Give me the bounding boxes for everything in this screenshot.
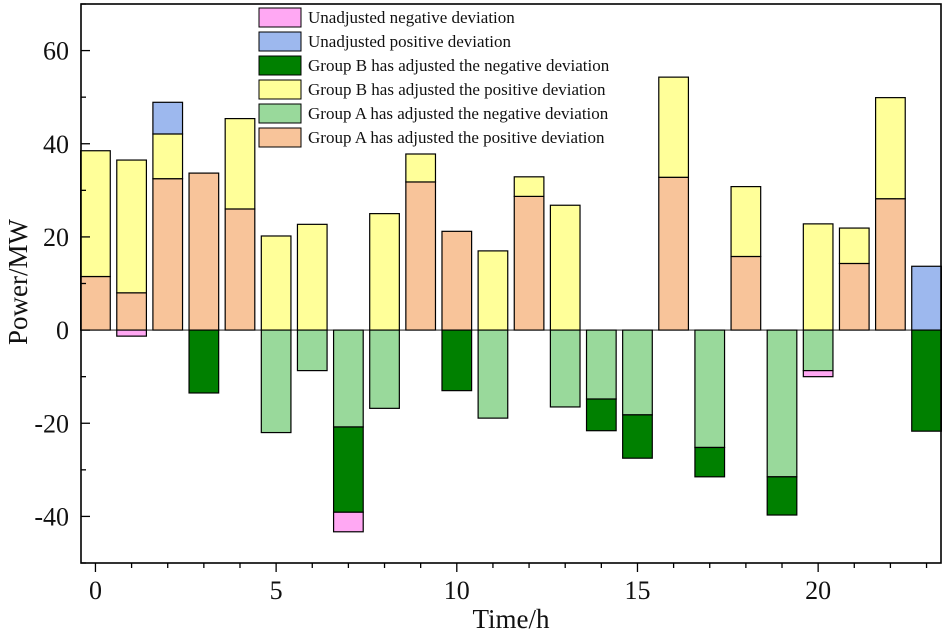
bar-b_pos-t11	[478, 251, 508, 330]
bar-a_pos-t16	[659, 177, 689, 330]
bar-b_pos-t6	[297, 224, 327, 330]
bar-b_pos-t22	[876, 98, 906, 199]
bar-a_neg-t14	[587, 330, 617, 399]
bar-a_pos-t10	[442, 231, 472, 330]
bar-a_pos-t22	[876, 199, 906, 330]
bar-b_neg-t17	[695, 447, 725, 476]
legend-label-u_neg: Unadjusted negative deviation	[308, 8, 515, 27]
y-tick-label: 20	[43, 223, 69, 252]
bar-b_pos-t12	[514, 177, 544, 197]
bar-a_pos-t0	[81, 277, 111, 331]
bar-a_neg-t11	[478, 330, 508, 418]
bar-a_neg-t19	[767, 330, 797, 477]
chart: 0 5 10 15 20 -40 -20 0 20 40 60 Time/h Power/MW U…	[0, 0, 945, 636]
bar-a_pos-t9	[406, 182, 436, 330]
y-axis-label: Power/MW	[3, 218, 33, 344]
y-tick-label: -40	[34, 502, 69, 531]
legend-swatch-u_neg	[259, 8, 301, 27]
legend-swatch-b_neg	[259, 56, 301, 75]
y-tick-label: 40	[43, 130, 69, 159]
bar-a_neg-t8	[370, 330, 400, 408]
bar-b_neg-t14	[587, 399, 617, 431]
bar-b_neg-t7	[334, 427, 364, 512]
bar-b_pos-t16	[659, 77, 689, 177]
legend-swatch-u_pos	[259, 32, 301, 51]
x-ticks: 0 5 10 15 20	[89, 563, 927, 605]
bar-a_neg-t5	[261, 330, 291, 432]
y-tick-label: -20	[34, 409, 69, 438]
bar-a_neg-t7	[334, 330, 364, 427]
bar-a_neg-t13	[550, 330, 580, 407]
legend-swatch-b_pos	[259, 80, 301, 99]
bar-b_pos-t1	[117, 160, 147, 293]
bar-a_pos-t4	[225, 209, 255, 330]
bar-a_pos-t21	[839, 263, 869, 330]
bar-b_pos-t5	[261, 236, 291, 330]
bar-b_neg-t19	[767, 477, 797, 515]
bar-u_neg-t1	[117, 330, 147, 336]
legend-swatch-a_pos	[259, 128, 301, 147]
bar-u_neg-t7	[334, 512, 364, 532]
bar-a_neg-t17	[695, 330, 725, 447]
legend-swatch-a_neg	[259, 104, 301, 123]
y-tick-label: 0	[56, 316, 69, 345]
bar-b_pos-t0	[81, 151, 111, 277]
bar-u_neg-t20	[803, 371, 833, 377]
bar-b_neg-t3	[189, 330, 219, 393]
bar-a_pos-t12	[514, 196, 544, 330]
x-tick-label: 5	[270, 576, 283, 605]
bar-b_pos-t21	[839, 228, 869, 263]
y-tick-label: 60	[43, 37, 69, 66]
x-tick-label: 0	[89, 576, 102, 605]
bar-b_neg-t10	[442, 330, 472, 391]
bar-u_pos-t23	[912, 266, 942, 330]
x-tick-label: 10	[444, 576, 470, 605]
x-tick-label: 20	[805, 576, 831, 605]
legend-label-a_neg: Group A has adjusted the negative deviat…	[308, 104, 609, 123]
bar-b_pos-t4	[225, 119, 255, 209]
bar-a_pos-t18	[731, 256, 761, 330]
bar-b_pos-t20	[803, 224, 833, 330]
bar-a_neg-t15	[623, 330, 653, 415]
bar-a_neg-t6	[297, 330, 327, 371]
bar-b_pos-t2	[153, 134, 183, 179]
bar-b_pos-t18	[731, 187, 761, 257]
legend: Unadjusted negative deviation Unadjusted …	[259, 8, 610, 147]
bar-u_pos-t2	[153, 102, 183, 134]
bar-a_neg-t20	[803, 330, 833, 371]
legend-label-b_neg: Group B has adjusted the negative deviat…	[308, 56, 610, 75]
bar-b_pos-t13	[550, 205, 580, 330]
bar-b_pos-t9	[406, 154, 436, 182]
bar-a_pos-t1	[117, 293, 147, 330]
bar-b_neg-t15	[623, 415, 653, 458]
legend-label-b_pos: Group B has adjusted the positive deviat…	[308, 80, 606, 99]
bar-a_pos-t3	[189, 173, 219, 330]
bar-a_pos-t2	[153, 179, 183, 330]
x-axis-label: Time/h	[472, 604, 550, 634]
legend-label-a_pos: Group A has adjusted the positive deviat…	[308, 128, 605, 147]
bar-b_pos-t8	[370, 214, 400, 330]
bar-b_neg-t23	[912, 330, 942, 431]
legend-label-u_pos: Unadjusted positive deviation	[308, 32, 512, 51]
x-tick-label: 15	[624, 576, 650, 605]
